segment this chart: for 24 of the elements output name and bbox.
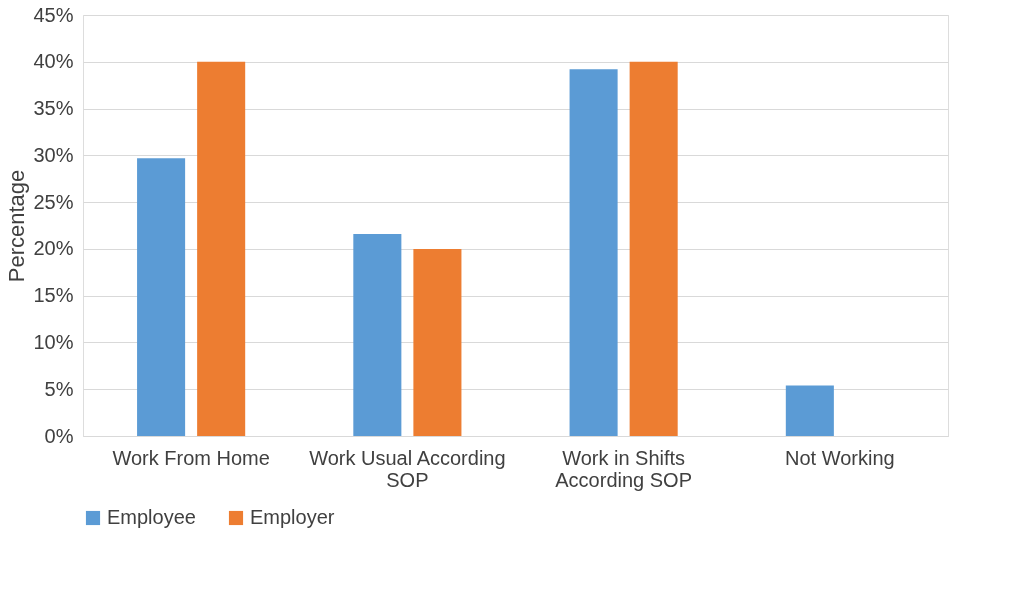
legend-label: Employee [107, 506, 196, 528]
bar [413, 248, 462, 436]
y-tick-label: 40% [33, 50, 74, 73]
x-tick-label: Not Working [785, 446, 895, 469]
bar [137, 158, 186, 436]
bar [353, 233, 402, 436]
y-tick-label: 0% [44, 424, 74, 447]
x-tick-label: Work in Shifts According SOP [555, 446, 692, 491]
bar [569, 69, 618, 436]
y-tick-label: 25% [33, 190, 74, 213]
y-tick-label: 45% [33, 3, 74, 26]
y-tick-label: 20% [33, 237, 74, 260]
y-axis-title: Percentage [4, 169, 30, 283]
y-tick-label: 15% [33, 284, 74, 307]
bar [629, 61, 678, 436]
y-tick-label: 10% [33, 330, 74, 353]
y-tick-label: 30% [33, 143, 74, 166]
bar [785, 385, 834, 436]
y-tick-label: 35% [33, 97, 74, 120]
x-tick-label: Work From Home [112, 446, 270, 469]
y-tick-label: 5% [44, 377, 74, 400]
x-tick-label: Work Usual According SOP [309, 446, 506, 491]
bar [197, 61, 246, 436]
legend-label: Employer [250, 506, 335, 528]
